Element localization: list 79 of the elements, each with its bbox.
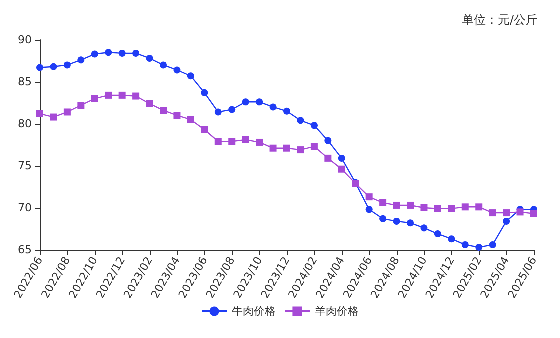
- text: 单位：元/公斤: [462, 13, 538, 27]
- point: [36, 110, 44, 118]
- point: [489, 210, 496, 217]
- point: [64, 62, 71, 69]
- point: [146, 100, 154, 108]
- point: [270, 104, 277, 111]
- point: [201, 89, 208, 96]
- point: [407, 202, 414, 209]
- y-tick-label: 90: [18, 34, 32, 46]
- point: [78, 56, 85, 64]
- y-tick-label: 75: [18, 160, 32, 172]
- point: [420, 224, 428, 232]
- point: [174, 112, 181, 120]
- point: [91, 95, 98, 102]
- point: [256, 138, 264, 146]
- point: [132, 50, 140, 57]
- point: [174, 66, 181, 74]
- point: [489, 241, 496, 248]
- y-tick-label: 65: [18, 244, 32, 256]
- point: [284, 144, 290, 152]
- point: [366, 206, 373, 214]
- point: [310, 122, 318, 130]
- point: [324, 154, 332, 162]
- point: [448, 236, 456, 243]
- point: [366, 194, 373, 201]
- point: [297, 117, 304, 124]
- point: [393, 218, 400, 225]
- point: [380, 215, 387, 222]
- point: [380, 199, 387, 206]
- point: [503, 210, 510, 217]
- point: [214, 138, 222, 146]
- point: [420, 204, 428, 212]
- point: [256, 98, 264, 106]
- point: [146, 54, 154, 62]
- point: [338, 154, 346, 162]
- point: [242, 98, 250, 106]
- point: [214, 108, 222, 116]
- point: [36, 64, 44, 72]
- point: [476, 244, 483, 251]
- point: [105, 49, 112, 56]
- point: [118, 50, 126, 57]
- y-tick-label: 85: [18, 76, 32, 88]
- point: [516, 208, 524, 216]
- legend-label: 羊肉价格: [315, 305, 359, 318]
- y-tick-label: 80: [18, 118, 32, 130]
- point: [160, 107, 167, 114]
- point: [462, 204, 469, 211]
- point: [393, 202, 400, 209]
- legend-label: 牛肉价格: [232, 305, 276, 318]
- y-tick-label: 70: [18, 202, 32, 214]
- point: [448, 205, 456, 212]
- point: [50, 114, 58, 121]
- point: [503, 218, 510, 225]
- point: [118, 92, 126, 99]
- point: [242, 136, 250, 144]
- point: [187, 72, 194, 80]
- point: [530, 210, 538, 218]
- point: [201, 126, 208, 134]
- point: [297, 146, 304, 154]
- point: [228, 106, 236, 114]
- point: [78, 102, 85, 110]
- point: [228, 138, 236, 146]
- point: [160, 62, 167, 69]
- point: [476, 204, 483, 211]
- point: [50, 63, 58, 70]
- point: [338, 166, 346, 173]
- point: [64, 108, 71, 116]
- point: [434, 205, 442, 212]
- point: [434, 230, 442, 238]
- point: [105, 92, 112, 99]
- point: [462, 241, 469, 248]
- point: [270, 144, 277, 152]
- point: [132, 92, 140, 100]
- point: [324, 137, 332, 144]
- point: [407, 220, 414, 227]
- point: [187, 116, 194, 124]
- point: [284, 108, 290, 115]
- point: [91, 50, 98, 58]
- point: [310, 143, 318, 150]
